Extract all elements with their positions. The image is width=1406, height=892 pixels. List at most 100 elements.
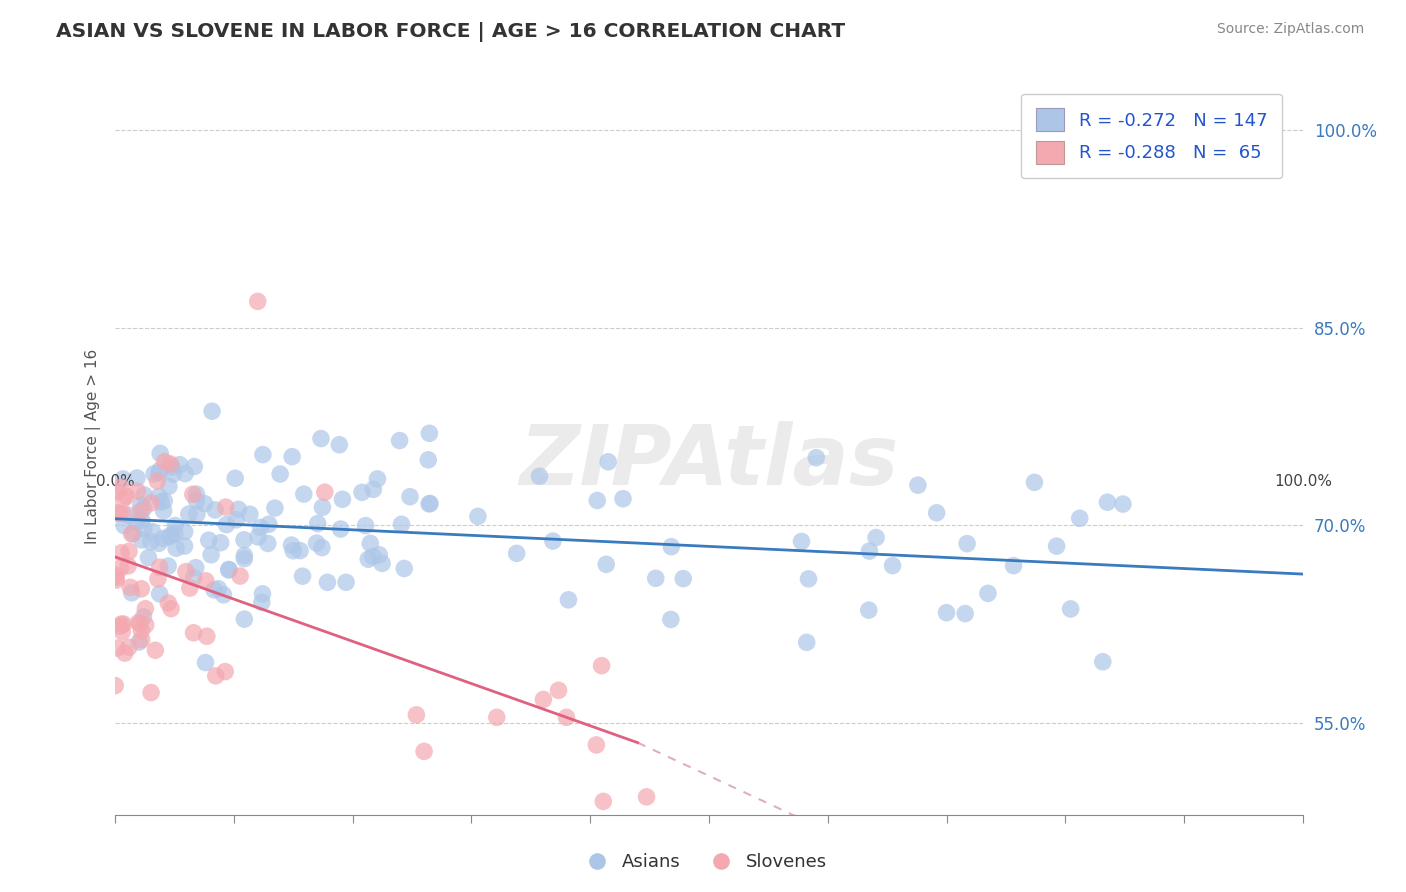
Point (183, 570, 205, 584)
Point (391, 517, 413, 532)
Point (311, 500, 333, 515)
Point (104, 506, 127, 520)
Point (114, 646, 136, 660)
Point (257, 517, 280, 532)
Point (541, 534, 564, 549)
Point (204, 669, 226, 683)
Point (105, 570, 128, 584)
Point (181, 487, 204, 501)
Point (153, 455, 176, 469)
Point (194, 574, 217, 588)
Point (143, 467, 166, 481)
Point (388, 434, 411, 448)
Point (280, 538, 302, 552)
Point (291, 569, 314, 583)
Point (796, 635, 818, 649)
Point (157, 479, 180, 493)
Text: ASIAN VS SLOVENE IN LABOR FORCE | AGE > 16 CORRELATION CHART: ASIAN VS SLOVENE IN LABOR FORCE | AGE > … (56, 22, 845, 42)
Point (107, 641, 129, 656)
Point (366, 472, 388, 486)
Point (316, 575, 339, 590)
Point (956, 536, 979, 550)
Point (925, 506, 948, 520)
Point (598, 455, 620, 469)
Point (201, 404, 224, 418)
Point (174, 565, 197, 579)
Point (309, 432, 332, 446)
Point (585, 738, 607, 752)
Point (361, 549, 384, 564)
Point (215, 500, 238, 515)
Point (112, 492, 135, 507)
Point (215, 517, 238, 532)
Point (131, 533, 153, 547)
Point (592, 794, 614, 808)
Point (233, 549, 256, 563)
Point (149, 587, 172, 601)
Point (110, 561, 132, 575)
Point (359, 536, 381, 550)
Point (152, 532, 174, 546)
Point (1059, 602, 1081, 616)
Point (595, 558, 617, 572)
Point (132, 488, 155, 502)
Point (354, 518, 377, 533)
Point (105, 573, 128, 587)
Point (128, 635, 150, 649)
Point (194, 656, 217, 670)
Point (157, 559, 180, 574)
Point (1024, 475, 1046, 490)
Point (311, 541, 333, 555)
Point (371, 557, 394, 571)
Point (557, 592, 579, 607)
Point (246, 294, 269, 309)
Point (935, 606, 957, 620)
Point (129, 499, 152, 513)
Point (186, 493, 208, 508)
Point (281, 450, 304, 464)
Point (1045, 539, 1067, 553)
Point (197, 533, 219, 548)
Y-axis label: In Labor Force | Age > 16: In Labor Force | Age > 16 (86, 349, 101, 544)
Point (264, 501, 287, 516)
Point (332, 492, 354, 507)
Point (907, 478, 929, 492)
Point (413, 744, 436, 758)
Point (591, 658, 613, 673)
Point (335, 575, 357, 590)
Point (288, 543, 311, 558)
Point (283, 543, 305, 558)
Point (118, 544, 141, 558)
Point (200, 548, 222, 562)
Point (148, 466, 170, 480)
Point (233, 533, 256, 547)
Point (146, 474, 169, 488)
Point (108, 619, 131, 633)
Point (160, 601, 183, 615)
Point (160, 460, 183, 475)
Point (547, 683, 569, 698)
Point (179, 581, 201, 595)
Point (977, 586, 1000, 600)
Point (204, 503, 226, 517)
Point (350, 485, 373, 500)
Point (135, 618, 157, 632)
Point (149, 446, 172, 460)
Point (118, 508, 141, 523)
Point (1002, 558, 1025, 573)
Point (186, 507, 208, 521)
Point (529, 469, 551, 483)
Point (586, 493, 609, 508)
Point (209, 535, 232, 549)
Point (405, 707, 427, 722)
Point (418, 497, 440, 511)
Point (153, 494, 176, 508)
Point (531, 692, 554, 706)
Point (399, 490, 422, 504)
Point (1112, 497, 1135, 511)
Point (363, 483, 385, 497)
Point (120, 581, 142, 595)
Point (148, 536, 170, 550)
Point (485, 710, 508, 724)
Point (659, 612, 682, 626)
